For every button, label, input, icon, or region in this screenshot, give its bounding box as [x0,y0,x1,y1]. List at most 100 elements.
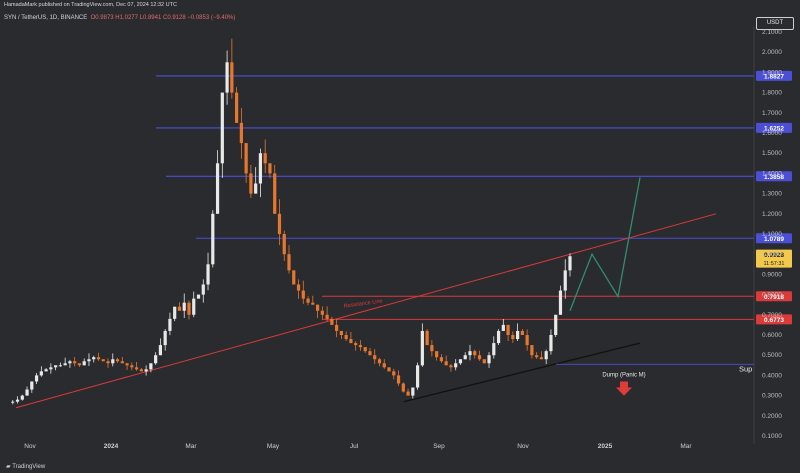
candle-body [520,330,524,335]
candle-body [525,335,529,346]
candle-body [34,375,39,382]
candle-body [220,92,224,164]
support-trendline [403,342,641,403]
candle-body [420,330,424,366]
candle-body [396,375,401,384]
y-tick-label: 1.3000 [762,191,782,198]
level-badge [756,291,792,302]
candle-body [73,361,77,364]
candle-body [25,389,29,396]
candle-body [544,351,548,360]
level-price-label: 0.7918 [764,294,784,301]
down-arrow-icon [616,381,632,396]
candle-body [206,264,210,285]
y-tick-label: 1.6000 [762,130,782,137]
tradingview-logo[interactable]: ▰ TradingView [6,463,45,470]
candle-body [320,310,324,315]
candle-body [282,234,286,255]
x-tick-label: 2024 [104,443,119,450]
candle-body [368,351,372,356]
candle-body [101,359,105,362]
candle-body [530,345,534,356]
candle-body [377,359,382,364]
y-tick-label: 2.1000 [762,29,782,36]
candle-body [539,357,544,360]
y-tick-label: 1.2000 [762,211,782,218]
symbol-line: SYN / TetherUS, 1D, BINANCE O0.9873 H1.0… [4,15,235,21]
level-badge [756,70,792,81]
candle-body [325,314,329,319]
candle-body [125,363,129,366]
y-tick-label: 0.3000 [762,393,782,400]
candle-body [177,306,182,311]
candle-body [58,365,62,367]
candle-body [558,290,563,315]
countdown-label: 11:57:31 [763,261,784,267]
candle-body [411,387,415,396]
candle-body [496,330,501,344]
price-axis: 2.1000 2.0000 1.9000 1.8000 1.7000 1.6000 1.50… [753,26,782,444]
y-tick-label: 0.4000 [762,372,782,379]
x-tick-label: Nov [24,443,36,450]
candle-body [235,92,239,123]
price-chart[interactable]: 1.8827 1.6252 1.3858 1.0789 0.7918 0.6773 0.99… [0,12,800,462]
candle-body [535,355,539,358]
y-tick-label: 1.5000 [762,150,782,157]
candle-body [415,365,420,388]
x-tick-label: Sep [433,443,445,450]
trend-lines [15,177,754,409]
candle-body [311,302,315,305]
currency-badge[interactable]: USDT [756,17,794,30]
candle-body [92,357,96,360]
level-badge [756,171,792,182]
candle-body [458,359,463,364]
ohlc-values: O0.9873 H1.0277 L0.8941 C0.9128 −0.0853 … [90,15,236,21]
y-tick-label: 1.1000 [762,231,782,238]
publish-text: HamadaMark published on TradingView.com,… [4,2,177,8]
y-tick-label: 2.0000 [762,49,782,56]
time-axis: Nov 2024 Mar May Jul Sep Nov 2025 Mar [24,443,692,450]
candle-body [63,363,67,366]
candle-body [87,359,91,362]
candle-body [430,345,434,352]
y-tick-label: 0.8000 [762,292,782,299]
candle-body [449,365,453,368]
candle-body [163,330,167,346]
candle-body [192,298,196,315]
brand-text: TradingView [12,464,46,470]
level-price-label: 1.6252 [764,125,784,132]
level-price-label: 1.0789 [764,236,784,243]
y-tick-label: 1.7000 [762,110,782,117]
candle-body [68,361,72,364]
candle-body [49,367,53,370]
candle-body [477,355,482,360]
candle-body [568,256,572,271]
candle-body [549,335,553,352]
current-price-badge [756,249,792,268]
candle-body [82,361,86,366]
y-tick-label: 0.6000 [762,332,782,339]
symbol-name[interactable]: SYN / TetherUS, 1D, BINANCE [4,15,88,21]
candle-body [444,361,448,366]
x-tick-label: Jul [350,443,359,450]
y-tick-label: 0.7000 [762,312,782,319]
candle-body [382,363,386,368]
candle-body [168,318,172,331]
resistance-line-label: Resistance Line [343,298,383,309]
candle-body [149,363,153,370]
level-price-label: 1.3858 [764,174,784,181]
candle-body [230,62,234,93]
candle-body [373,355,377,360]
x-tick-label: Mar [185,443,197,450]
candle-body [306,298,310,303]
candle-body [254,183,258,194]
publish-bar: HamadaMark published on TradingView.com,… [0,0,800,10]
level-lines: 1.8827 1.6252 1.3858 1.0789 0.7918 0.6773 0.99… [156,70,792,325]
y-tick-label: 0.1000 [762,433,782,440]
candle-body [54,365,58,368]
candle-body [277,213,282,234]
candle-body [144,369,148,372]
candle-body [425,330,429,346]
candle-body [487,355,491,364]
y-tick-label: 0.9000 [762,271,782,278]
